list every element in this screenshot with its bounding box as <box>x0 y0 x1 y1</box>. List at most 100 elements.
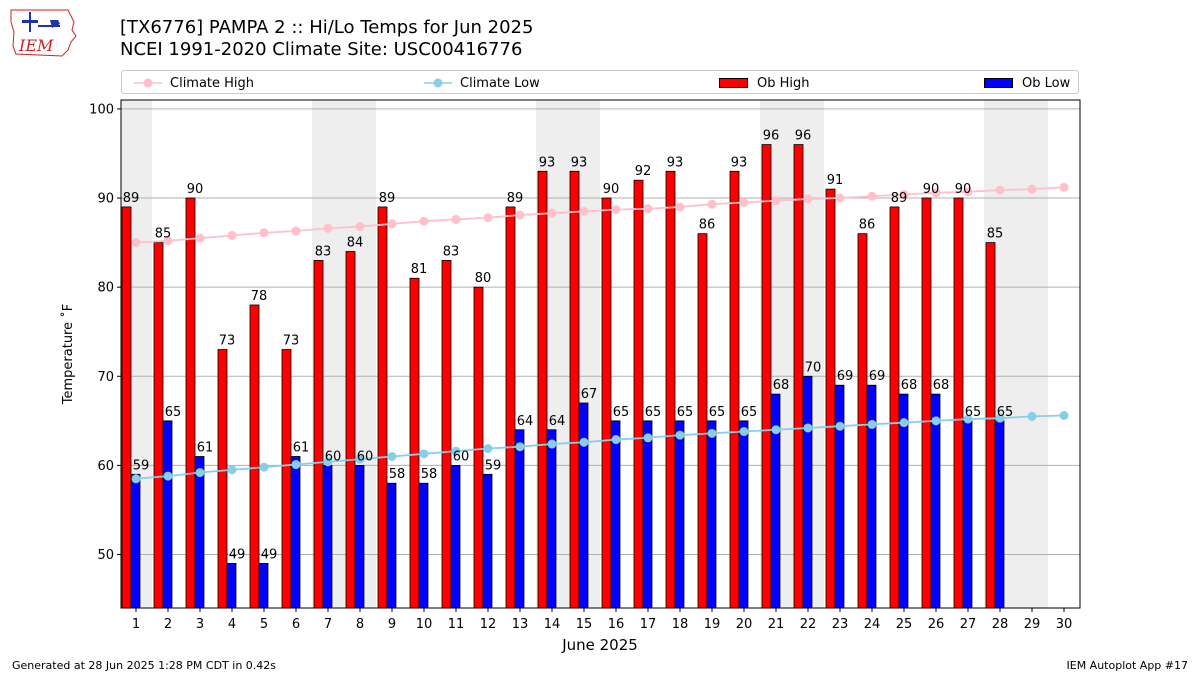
ob-low-bar <box>258 563 269 609</box>
climate-low-point <box>899 418 909 428</box>
legend-label: Climate Low <box>460 75 540 91</box>
ob-high-label: 90 <box>923 182 940 197</box>
climate-low-point <box>515 442 525 452</box>
ob-high-bar <box>377 206 388 609</box>
x-tick-label: 27 <box>960 617 977 632</box>
x-tick-label: 14 <box>544 617 561 632</box>
y-axis-ticks: 50 60 70 80 90 100 <box>89 102 121 563</box>
ob-low-bar <box>642 420 653 609</box>
x-tick-label: 21 <box>768 617 785 632</box>
ob-low-label: 49 <box>229 547 246 562</box>
climate-high-point <box>451 214 461 224</box>
ob-high-bar <box>633 179 644 609</box>
ob-low-label: 69 <box>869 369 886 384</box>
climate-high-point <box>963 187 973 197</box>
x-tick-label: 15 <box>576 617 593 632</box>
ob-low-bar <box>386 482 397 609</box>
ob-low-bar <box>418 482 429 609</box>
ob-low-label: 68 <box>901 378 918 393</box>
ob-high-label: 93 <box>731 155 748 170</box>
plot-frame <box>120 99 1081 609</box>
climate-high-point <box>899 189 909 199</box>
ob-high-label: 84 <box>347 236 364 251</box>
climate-high-point <box>515 210 525 220</box>
legend: Climate High Climate Low Ob High Ob Low <box>121 70 1079 94</box>
climate-low-point <box>227 465 237 475</box>
ob-high-label: 89 <box>123 191 140 206</box>
x-tick-label: 3 <box>196 617 204 632</box>
generated-timestamp: Generated at 28 Jun 2025 1:28 PM CDT in … <box>12 659 277 672</box>
climate-high-marker-icon <box>134 78 162 88</box>
climate-low-point <box>963 414 973 424</box>
climate-low-point <box>803 423 813 433</box>
ob-low-label: 70 <box>805 360 822 375</box>
climate-high-point <box>131 238 141 248</box>
ob-low-label: 68 <box>933 378 950 393</box>
ob-low-label: 65 <box>965 405 982 420</box>
x-tick-label: 10 <box>416 617 433 632</box>
ob-high-label: 92 <box>635 164 652 179</box>
climate-high-point <box>1027 184 1037 194</box>
x-tick-label: 17 <box>640 617 657 632</box>
climate-low-point <box>771 425 781 435</box>
ob-low-label: 61 <box>293 440 310 455</box>
x-tick-label: 18 <box>672 617 689 632</box>
x-tick-label: 20 <box>736 617 753 632</box>
ob-low-label: 64 <box>549 414 566 429</box>
x-tick-label: 22 <box>800 617 817 632</box>
ob-low-bar <box>354 465 365 609</box>
x-tick-label: 7 <box>324 617 332 632</box>
climate-high-point <box>675 202 685 212</box>
y-tick-label: 80 <box>97 281 114 296</box>
ob-high-label: 73 <box>283 334 300 349</box>
ob-high-bar <box>601 197 612 609</box>
ob-low-label: 60 <box>453 449 470 464</box>
bar-value-labels: 89 85 90 73 78 73 83 84 89 81 83 80 89 93 93 90 92 93 86 93… <box>123 129 1014 563</box>
ob-low-bar <box>546 429 557 609</box>
x-axis-ticks: 1 2 3 4 5 6 7 8 9 10 11 12 13 14 15 16 17 18 19 20 21 22 23 24 2… <box>132 608 1072 632</box>
y-tick-label: 70 <box>97 370 114 385</box>
climate-low-point <box>195 468 205 478</box>
climate-high-point <box>483 213 493 223</box>
ob-low-bar <box>322 465 333 609</box>
ob-high-bar <box>697 233 708 609</box>
ob-low-bar <box>994 420 1005 609</box>
climate-high-point <box>291 226 301 236</box>
ob-low-bar <box>450 465 461 609</box>
climate-low-point <box>131 474 141 484</box>
ob-low-bar <box>162 420 173 609</box>
ob-low-label: 59 <box>133 458 150 473</box>
ob-high-bar <box>537 170 548 609</box>
climate-low-point <box>739 427 749 437</box>
ob-high-label: 86 <box>699 218 716 233</box>
climate-low-point <box>1027 411 1037 421</box>
ob-low-bar <box>930 393 941 609</box>
climate-high-point <box>867 191 877 201</box>
climate-high-point <box>323 223 333 233</box>
x-tick-label: 11 <box>448 617 465 632</box>
ob-low-label: 65 <box>645 405 662 420</box>
ob-low-bar <box>482 473 493 609</box>
climate-high-point <box>579 206 589 216</box>
x-tick-label: 4 <box>228 617 236 632</box>
ob-low-label: 65 <box>709 405 726 420</box>
ob-high-label: 93 <box>667 155 684 170</box>
bars <box>121 144 1005 609</box>
climate-lines <box>131 182 1069 484</box>
x-tick-label: 30 <box>1056 617 1073 632</box>
title-line-1: [TX6776] PAMPA 2 :: Hi/Lo Temps for Jun … <box>120 17 534 38</box>
ob-low-bar <box>802 375 813 609</box>
ob-high-label: 83 <box>315 244 332 259</box>
grid-lines <box>121 108 1080 556</box>
ob-high-bar <box>569 170 580 609</box>
ob-low-bar <box>514 429 525 609</box>
x-tick-label: 23 <box>832 617 849 632</box>
climate-low-point <box>1059 410 1069 420</box>
ob-high-bar <box>153 242 164 609</box>
ob-high-label: 89 <box>379 191 396 206</box>
ob-high-bar <box>889 206 900 609</box>
ob-high-bar <box>281 349 292 609</box>
ob-high-bar <box>505 206 516 609</box>
legend-label: Climate High <box>170 75 255 91</box>
